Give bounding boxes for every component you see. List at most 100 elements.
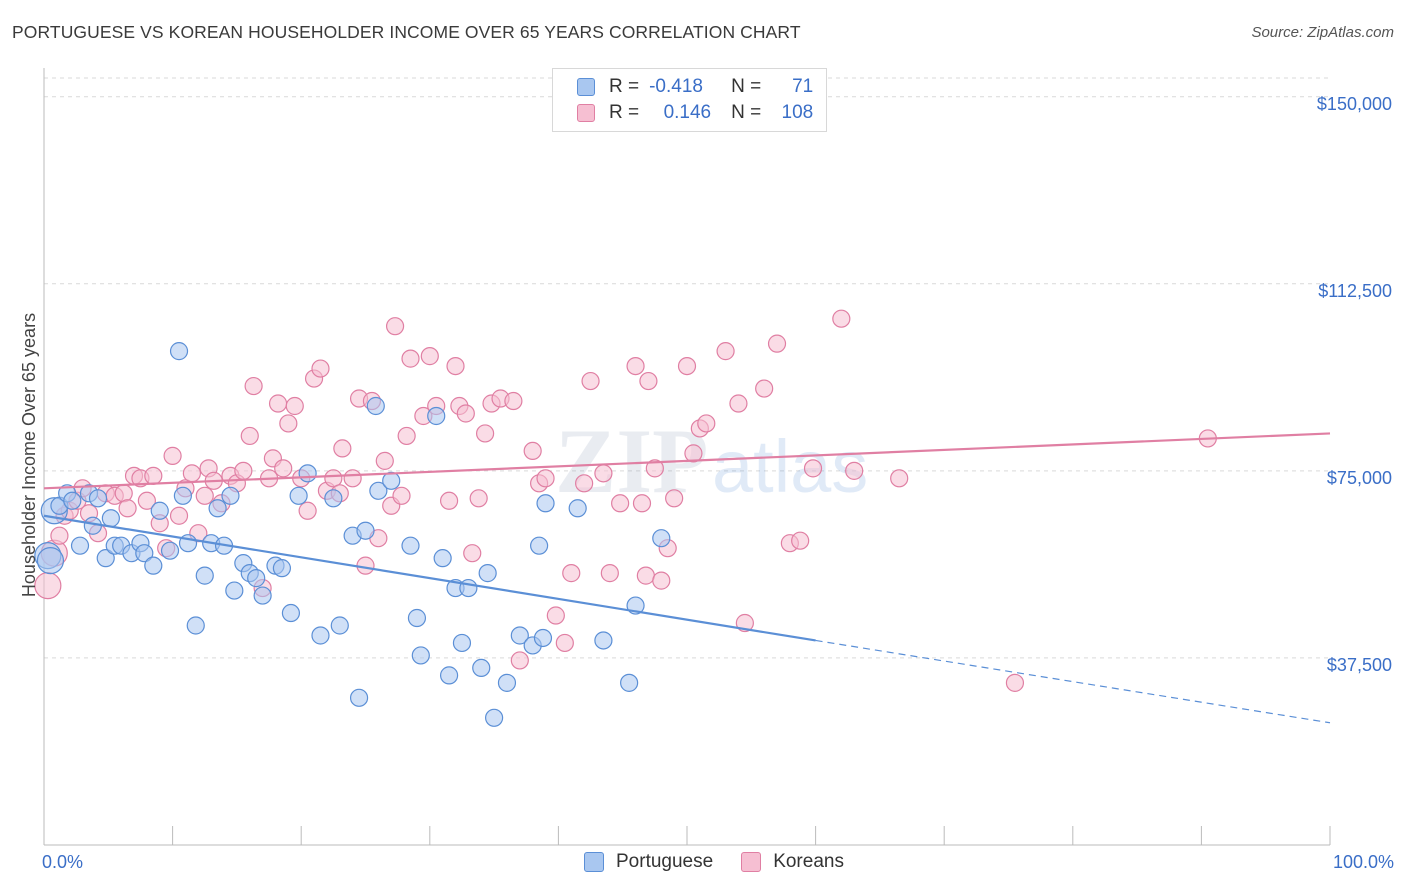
portuguese-point-28 [221,486,240,505]
koreans-point-97 [729,394,748,413]
watermark-atlas: atlas [712,425,868,508]
portuguese-point-11 [101,509,120,528]
portuguese-point-36 [281,603,301,623]
legend-swatch-koreans [577,104,595,122]
portuguese-point-46 [369,481,388,500]
portuguese-point-52 [433,549,452,568]
koreans-point-76 [546,606,565,625]
portuguese-point-50 [411,646,430,665]
y-tick-label-2: $112,500 [1318,280,1392,301]
trend-lines [43,432,1331,724]
portuguese-point-23 [186,616,205,635]
legend-r-label: R = [609,76,640,97]
koreans-point-103 [803,459,823,478]
portuguese-point-53 [439,666,459,685]
legend-row-koreans: R = 0.146 N = 108 [577,101,813,125]
koreans-point-72 [510,651,529,670]
legend-swatch-portuguese [577,78,595,96]
koreans-point-32 [244,376,263,396]
koreans-point-91 [665,489,684,508]
legend-n-label: N = [731,102,762,123]
portuguese-point-56 [459,578,478,598]
koreans-point-81 [594,464,613,483]
koreans-point-68 [475,424,495,443]
portuguese-point-35 [272,559,292,578]
koreans-point-30 [234,461,253,480]
portuguese-point-44 [356,521,375,540]
series-legend: Portuguese Koreans [584,851,872,873]
portuguese-point-10 [96,549,115,568]
portuguese-point-18 [150,501,169,520]
portuguese-point-5 [63,491,82,510]
axes [43,68,1331,846]
koreans-point-63 [446,356,465,376]
koreans-point-106 [890,469,909,488]
koreans-point-41 [298,501,317,520]
koreans-point-66 [463,544,482,563]
koreans-point-65 [456,404,475,423]
koreans-point-79 [575,474,594,493]
koreans-point-50 [356,556,375,575]
koreans-point-48 [343,469,362,488]
koreans-point-100 [767,334,787,353]
koreans-point-75 [536,469,555,488]
koreans-point-24 [195,486,214,505]
portuguese-point-37 [289,486,308,505]
koreans-points [34,309,1217,692]
x-tick-label-min: 0.0% [42,852,84,872]
portuguese-point-20 [169,342,189,361]
portuguese-point-68 [620,673,639,692]
portuguese-point-26 [208,499,227,518]
koreans-point-84 [626,356,645,376]
source-label: Source: ZipAtlas.com [1251,24,1394,41]
koreans-point-96 [716,342,735,361]
portuguese-point-6 [70,536,90,555]
koreans-point-47 [333,439,352,458]
koreans-point-2 [50,526,69,545]
koreans-point-93 [684,444,703,463]
legend-label-portuguese: Portuguese [616,851,714,872]
legend-item-portuguese[interactable]: Portuguese [584,851,713,873]
legend-item-koreans[interactable]: Koreans [741,851,844,873]
portuguese-points [34,342,671,727]
koreans-point-22 [182,464,201,483]
portuguese-point-32 [247,569,266,588]
koreans-point-16 [144,466,163,485]
koreans-point-104 [832,309,851,328]
koreans-point-57 [397,426,416,446]
koreans-point-95 [697,414,716,433]
chart-title: PORTUGUESE VS KOREAN HOUSEHOLDER INCOME … [12,22,801,42]
portuguese-point-49 [407,608,427,628]
portuguese-point-64 [533,628,553,648]
portuguese-point-24 [195,566,214,585]
portuguese-point-67 [594,631,613,650]
koreans-point-71 [504,391,523,411]
portuguese-point-61 [510,626,529,645]
koreans-point-53 [375,451,394,470]
portuguese-point-43 [349,688,369,707]
portuguese-point-70 [652,529,671,548]
koreans-point-11 [114,484,133,503]
legend-row-portuguese: R = -0.418 N = 71 [577,75,813,99]
portuguese-trend-line [43,514,816,642]
koreans-point-37 [274,459,293,478]
koreans-point-80 [581,371,600,391]
portuguese-point-29 [225,581,244,600]
y-axis-title-group: Householder Income Over 65 years [19,313,39,597]
koreans-point-73 [523,441,542,460]
portuguese-point-21 [173,486,192,505]
portuguese-point-19 [160,541,180,560]
portuguese-point-40 [324,489,343,508]
koreans-point-62 [439,491,459,510]
portuguese-point-39 [311,626,330,645]
legend-label-koreans: Koreans [773,851,844,872]
koreans-point-15 [137,491,156,510]
portuguese-point-60 [497,673,517,692]
koreans-point-56 [392,486,411,505]
legend-r-label: R = [609,102,640,123]
koreans-point-107 [1005,673,1025,692]
koreans-point-87 [639,371,658,391]
portuguese-point-55 [452,633,472,653]
portuguese-point-47 [382,471,401,490]
